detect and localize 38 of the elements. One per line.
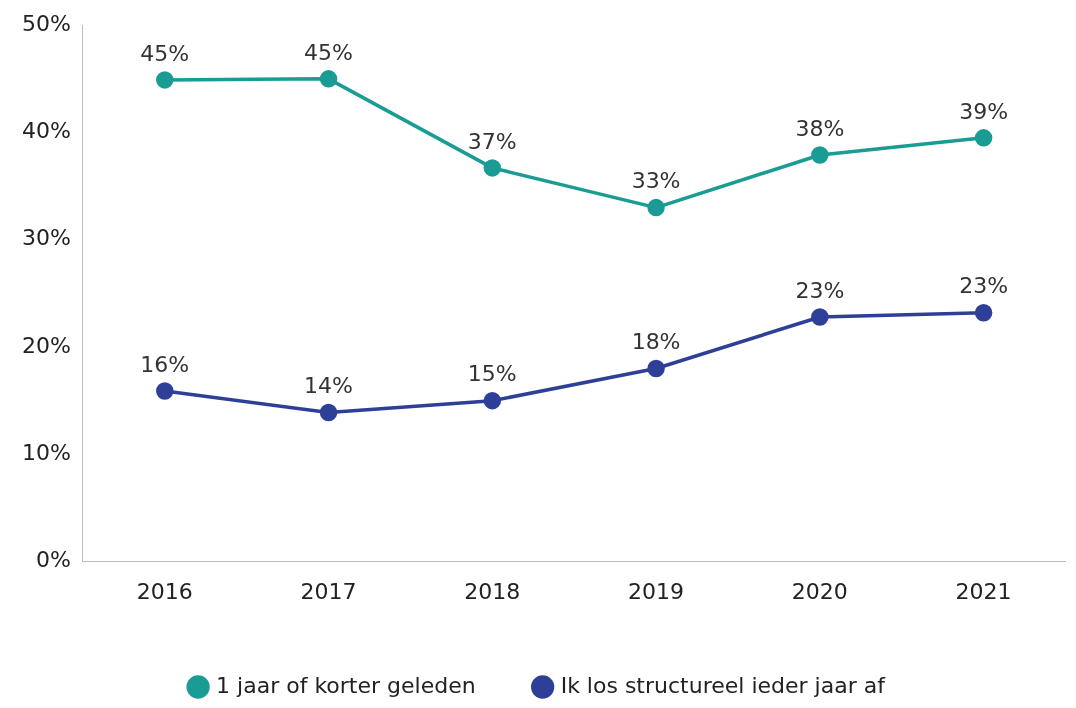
y-tick-label: 10% bbox=[21, 440, 71, 466]
point bbox=[647, 198, 665, 217]
x-tick-label: 2019 bbox=[628, 578, 685, 604]
point bbox=[647, 359, 665, 378]
point bbox=[811, 146, 829, 164]
data-label: 16% bbox=[140, 351, 190, 377]
legend-label: 1 jaar of korter geleden bbox=[216, 672, 476, 698]
point bbox=[319, 403, 338, 422]
y-tick-label: 0% bbox=[35, 547, 71, 573]
x-tick-label: 2020 bbox=[791, 578, 848, 604]
data-label: 37% bbox=[467, 128, 517, 154]
data-label: 38% bbox=[795, 115, 845, 141]
data-label: 18% bbox=[631, 329, 681, 355]
data-label: 45% bbox=[140, 40, 190, 66]
x-tick-label: 2016 bbox=[136, 578, 193, 604]
data-label: 14% bbox=[304, 373, 353, 399]
point bbox=[483, 159, 502, 177]
point bbox=[974, 129, 993, 147]
data-label: 15% bbox=[467, 361, 517, 387]
data-label: 23% bbox=[959, 273, 1009, 299]
point bbox=[483, 391, 502, 410]
point bbox=[156, 71, 174, 89]
data-label: 45% bbox=[304, 39, 353, 65]
data-label: 23% bbox=[795, 277, 845, 303]
point bbox=[319, 70, 338, 88]
data-label: 39% bbox=[959, 98, 1009, 124]
y-tick-label: 50% bbox=[21, 10, 71, 36]
y-tick-label: 20% bbox=[21, 332, 71, 358]
y-tick-label: 40% bbox=[21, 118, 71, 144]
x-tick-label: 2021 bbox=[955, 578, 1012, 604]
point bbox=[974, 303, 993, 322]
data-label: 33% bbox=[631, 168, 681, 194]
y-tick-label: 30% bbox=[21, 225, 71, 251]
point bbox=[811, 308, 829, 326]
point bbox=[156, 382, 174, 400]
x-tick-label: 2017 bbox=[300, 578, 357, 604]
x-tick-label: 2018 bbox=[464, 578, 521, 604]
legend-label: Ik los structureel ieder jaar af bbox=[560, 672, 887, 698]
